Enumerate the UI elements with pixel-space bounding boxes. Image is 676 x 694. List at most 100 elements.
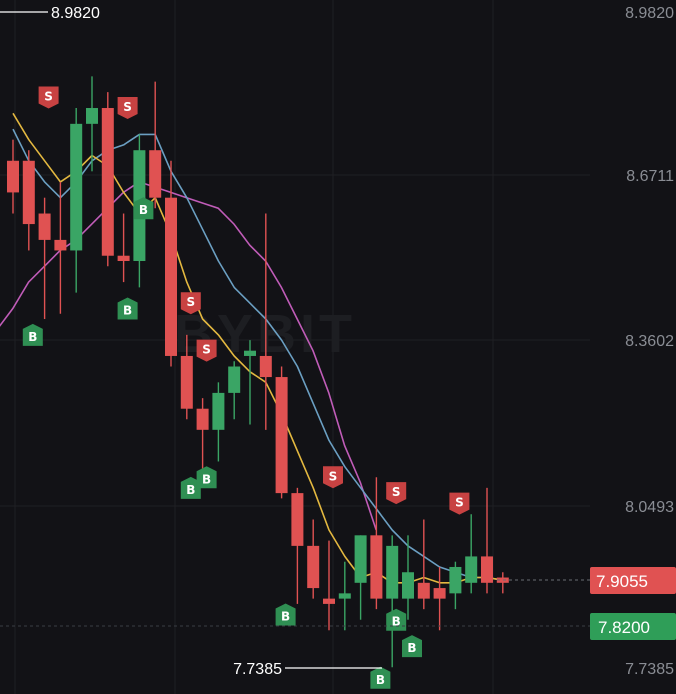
candle-body — [165, 197, 177, 356]
candle[interactable] — [259, 213, 272, 430]
buy-badge — [386, 608, 407, 631]
candle[interactable] — [354, 535, 367, 620]
sell-signal[interactable]: S — [196, 339, 217, 362]
buy-signal[interactable]: B — [133, 197, 154, 220]
candle-body — [481, 556, 493, 583]
candle[interactable] — [465, 514, 478, 594]
candle-body — [86, 108, 98, 124]
candle[interactable] — [101, 92, 114, 267]
sell-badge — [180, 292, 201, 315]
second-price-tag-label: 7.8200 — [598, 618, 650, 637]
sell-signal[interactable]: S — [38, 86, 59, 109]
candle-body — [386, 545, 399, 599]
high-marker-label: 8.9820 — [51, 5, 100, 22]
last-price-tag-bg — [590, 567, 676, 594]
y-tick-label: 7.7385 — [625, 661, 674, 678]
candle[interactable] — [291, 487, 304, 604]
last-price-tag-label: 7.9055 — [596, 572, 648, 591]
buy-signal[interactable]: B — [275, 603, 296, 626]
signal-label: S — [455, 496, 464, 510]
buy-badge — [370, 666, 391, 689]
candle[interactable] — [196, 398, 209, 473]
candle[interactable] — [386, 535, 399, 668]
candle-body — [7, 160, 19, 193]
buy-signal[interactable]: B — [22, 323, 43, 346]
candle-body — [196, 408, 209, 430]
candles[interactable] — [7, 76, 509, 668]
sell-signal[interactable]: S — [180, 292, 201, 315]
candle[interactable] — [244, 340, 256, 425]
candle[interactable] — [22, 150, 35, 251]
candle-body — [465, 556, 478, 583]
signal-label: S — [202, 343, 211, 357]
sell-signal[interactable]: S — [386, 482, 407, 505]
signal-label: S — [329, 469, 338, 483]
candle-body — [323, 598, 335, 604]
low-marker: 7.7385 — [233, 661, 382, 678]
candle[interactable] — [402, 535, 414, 620]
candle[interactable] — [86, 76, 98, 172]
candle-body — [259, 355, 272, 378]
buy-signal[interactable]: B — [117, 297, 138, 320]
candle[interactable] — [165, 160, 177, 367]
sell-badge — [449, 492, 470, 515]
candle[interactable] — [338, 561, 351, 631]
candle[interactable] — [496, 572, 509, 594]
signal-label: B — [139, 203, 148, 217]
high-marker: 8.9820 — [0, 5, 100, 22]
sell-badge — [323, 466, 343, 489]
buy-badge — [402, 635, 422, 658]
candle[interactable] — [117, 213, 130, 283]
candle[interactable] — [323, 540, 335, 631]
signal-label: B — [281, 609, 290, 623]
last-price-tag[interactable]: 7.9055 — [590, 567, 676, 594]
candle[interactable] — [180, 334, 193, 420]
signal-label: B — [202, 472, 211, 486]
signal-label: B — [407, 641, 416, 655]
candle[interactable] — [54, 181, 67, 314]
candle[interactable] — [228, 361, 241, 420]
signal-label: B — [186, 483, 195, 497]
candle-body — [307, 545, 320, 589]
candle-body — [417, 582, 430, 599]
buy-signal[interactable]: B — [196, 466, 217, 489]
candle[interactable] — [370, 477, 383, 610]
sell-badge — [38, 86, 59, 109]
candle-body — [54, 239, 67, 251]
candle[interactable] — [433, 566, 446, 631]
candle-body — [70, 123, 83, 251]
second-price-tag[interactable]: 7.8200 — [590, 613, 676, 640]
candle-body — [354, 535, 367, 583]
buy-signal[interactable]: B — [402, 635, 422, 658]
candle-body — [149, 150, 162, 198]
candle[interactable] — [149, 81, 162, 209]
candle[interactable] — [307, 519, 320, 599]
buy-signal[interactable]: B — [370, 666, 391, 689]
candle[interactable] — [275, 366, 288, 499]
candle[interactable] — [38, 197, 51, 320]
candle[interactable] — [449, 561, 462, 610]
y-tick-label: 8.3602 — [625, 333, 674, 350]
buy-badge — [22, 323, 43, 346]
sell-signal[interactable]: S — [323, 466, 343, 489]
buy-badge — [180, 476, 201, 499]
candle-body — [101, 108, 114, 256]
candle[interactable] — [481, 487, 493, 594]
buy-signal[interactable]: B — [180, 476, 201, 499]
sell-signal[interactable]: S — [117, 97, 138, 120]
candle-body — [402, 572, 414, 599]
candle[interactable] — [212, 382, 225, 462]
candle[interactable] — [417, 519, 430, 610]
buy-badge — [117, 297, 138, 320]
candle-body — [212, 392, 225, 430]
sell-signal[interactable]: S — [449, 492, 470, 515]
candle[interactable] — [70, 108, 83, 293]
candle-body — [117, 255, 130, 262]
buy-signal[interactable]: B — [386, 608, 407, 631]
y-tick-label: 8.0493 — [625, 499, 674, 516]
signal-label: S — [186, 295, 195, 309]
candle[interactable] — [7, 139, 19, 214]
buy-badge — [275, 603, 296, 626]
